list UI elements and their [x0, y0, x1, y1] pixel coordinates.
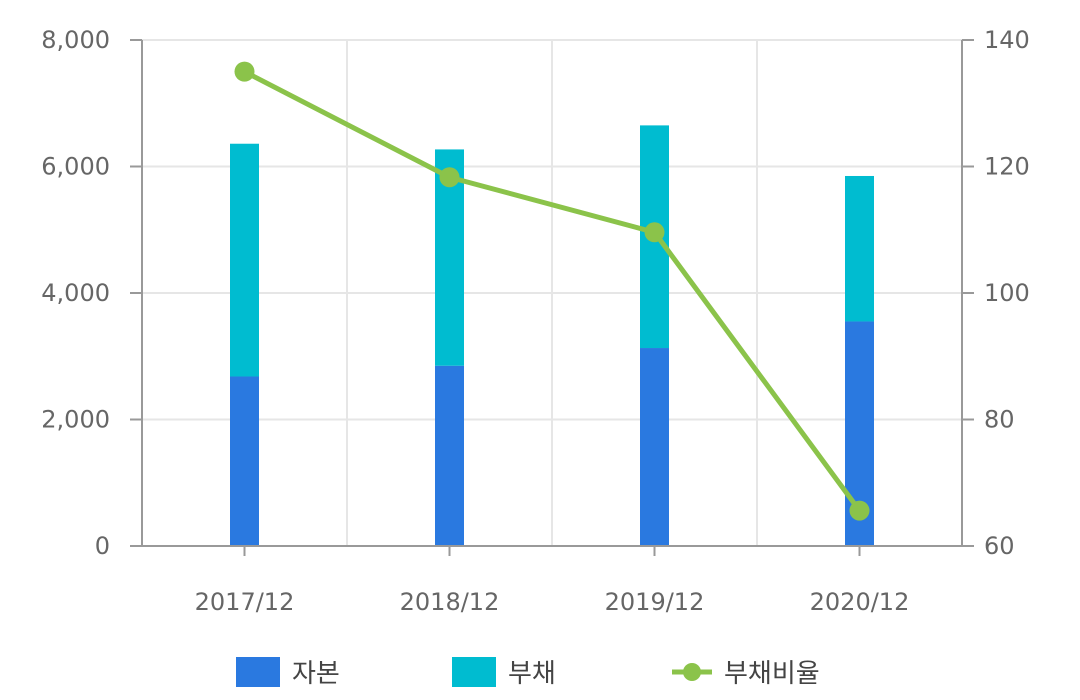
x-tick-label: 2020/12 [810, 588, 910, 616]
legend-label-자본: 자본 [292, 659, 340, 689]
y-left-tick-label: 6,000 [41, 153, 110, 181]
x-tick-label: 2019/12 [605, 588, 705, 616]
point-부채비율-2018/12 [439, 167, 460, 188]
legend-label-부채비율: 부채비율 [724, 659, 820, 689]
y-right-tick-label: 80 [984, 406, 1015, 434]
legend: 자본 부채 부채비율 [236, 657, 820, 689]
legend-swatch-부채 [452, 657, 496, 687]
legend-label-부채: 부채 [508, 659, 556, 689]
y-right-tick-label: 120 [984, 153, 1030, 181]
x-tick-label: 2017/12 [195, 588, 295, 616]
y-right-tick-label: 60 [984, 532, 1015, 560]
tick-labels: 0 2,000 4,000 6,000 8,000 60 80 100 120 140 2017/1… [41, 26, 1030, 616]
gridlines [142, 39, 962, 546]
bar-series [230, 125, 874, 546]
point-부채비율-2017/12 [234, 61, 255, 82]
point-부채비율-2019/12 [644, 222, 665, 243]
bar-자본-2017/12 [230, 376, 259, 546]
y-left-tick-label: 0 [95, 532, 110, 560]
line-series [234, 61, 870, 521]
bar-자본-2018/12 [435, 365, 464, 546]
y-right-tick-label: 100 [984, 279, 1030, 307]
bar-부채-2020/12 [845, 175, 874, 322]
legend-marker-부채비율 [683, 663, 701, 681]
y-left-tick-label: 4,000 [41, 279, 110, 307]
x-tick-label: 2018/12 [400, 588, 500, 616]
y-right-tick-label: 140 [984, 26, 1030, 54]
point-부채비율-2020/12 [849, 500, 870, 521]
bar-자본-2019/12 [640, 348, 669, 546]
y-left-tick-label: 8,000 [41, 26, 110, 54]
line-부채비율 [243, 69, 862, 513]
bar-부채-2017/12 [230, 143, 259, 377]
legend-swatch-자본 [236, 657, 280, 687]
y-left-tick-label: 2,000 [41, 406, 110, 434]
axes [130, 39, 974, 556]
